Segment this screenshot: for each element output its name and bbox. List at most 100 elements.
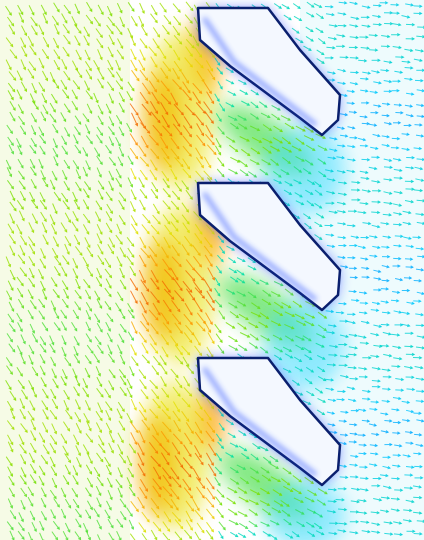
velocity-arrowhead (197, 342, 201, 346)
velocity-arrow (8, 144, 14, 154)
velocity-arrowhead (367, 221, 372, 226)
velocity-arrow (118, 199, 125, 210)
velocity-arrowhead (321, 532, 325, 536)
velocity-arrowhead (134, 68, 138, 72)
velocity-arrow (218, 521, 226, 531)
velocity-arrow (393, 104, 402, 106)
velocity-arrowhead (386, 265, 390, 269)
velocity-arrow (380, 430, 389, 433)
velocity-arrow (16, 200, 24, 210)
velocity-arrow (73, 434, 79, 445)
velocity-arrow (249, 333, 259, 341)
velocity-arrow (372, 245, 380, 249)
velocity-arrowhead (386, 113, 390, 118)
velocity-arrow (40, 377, 47, 387)
velocity-arrow (302, 400, 311, 405)
velocity-arrowhead (77, 419, 81, 423)
blade-3 (196, 356, 342, 487)
velocity-arrowhead (389, 419, 393, 423)
velocity-arrowhead (410, 409, 415, 414)
velocity-arrowhead (96, 359, 100, 364)
velocity-arrow (370, 355, 379, 358)
velocity-arrow (262, 124, 272, 131)
velocity-arrow (96, 38, 104, 48)
velocity-arrowhead (235, 279, 239, 283)
velocity-arrow (339, 476, 348, 478)
velocity-arrow (162, 125, 173, 137)
velocity-arrow (73, 346, 79, 356)
velocity-arrow (371, 180, 380, 183)
velocity-arrow (369, 91, 378, 94)
velocity-arrow (249, 467, 259, 474)
velocity-arrow (391, 408, 399, 411)
velocity-arrow (381, 368, 390, 371)
velocity-arrowhead (63, 327, 67, 332)
velocity-arrowhead (311, 4, 315, 8)
velocity-arrow (383, 166, 393, 168)
velocity-arrowhead (108, 507, 112, 511)
velocity-arrowhead (189, 441, 193, 446)
velocity-arrow (164, 269, 175, 280)
velocity-arrowhead (177, 418, 181, 422)
velocity-arrowhead (400, 111, 404, 115)
velocity-arrow (172, 3, 181, 13)
velocity-arrow (237, 487, 247, 494)
velocity-arrow (151, 423, 159, 436)
velocity-arrow (119, 511, 127, 520)
velocity-arrowhead (217, 293, 221, 297)
velocity-arrow (173, 15, 181, 26)
velocity-arrow (368, 49, 378, 51)
velocity-arrow (249, 489, 260, 495)
velocity-arrow (119, 279, 127, 290)
velocity-arrow (361, 419, 370, 422)
velocity-arrow (141, 533, 148, 540)
velocity-arrowhead (279, 312, 284, 316)
velocity-arrow (64, 453, 71, 463)
velocity-arrow (162, 421, 172, 432)
velocity-arrowhead (321, 344, 325, 348)
velocity-arrowhead (275, 162, 280, 166)
velocity-arrowhead (353, 353, 358, 357)
velocity-arrow (416, 104, 424, 107)
velocity-arrow (314, 234, 322, 240)
velocity-arrow (6, 521, 14, 530)
velocity-arrow (371, 522, 380, 526)
velocity-arrowhead (308, 47, 312, 51)
velocity-arrowhead (389, 442, 393, 447)
velocity-arrowhead (219, 339, 223, 344)
velocity-arrowhead (34, 220, 38, 225)
velocity-arrowhead (107, 417, 111, 422)
velocity-arrow (314, 189, 323, 196)
velocity-arrowhead (176, 196, 181, 201)
velocity-arrow (29, 158, 36, 169)
velocity-arrowhead (99, 231, 103, 236)
velocity-arrowhead (63, 341, 67, 346)
velocity-arrowhead (255, 501, 260, 505)
velocity-arrowhead (33, 449, 37, 454)
velocity-arrow (405, 466, 414, 468)
velocity-arrowhead (355, 56, 360, 60)
velocity-arrow (291, 531, 300, 538)
velocity-arrow (259, 279, 269, 285)
velocity-arrow (360, 257, 368, 260)
velocity-arrow (238, 159, 248, 167)
velocity-arrowhead (76, 342, 80, 347)
velocity-arrow (85, 509, 91, 519)
velocity-arrow (31, 366, 39, 376)
velocity-arrow (53, 49, 61, 60)
velocity-arrowhead (365, 170, 369, 175)
velocity-arrowhead (57, 272, 61, 277)
velocity-arrow (19, 245, 25, 256)
velocity-arrow (16, 276, 24, 286)
velocity-arrowhead (356, 298, 360, 303)
velocity-arrow (27, 486, 34, 496)
velocity-arrowhead (155, 432, 159, 437)
velocity-arrowhead (298, 304, 303, 308)
velocity-arrowhead (99, 207, 103, 211)
velocity-arrow (371, 433, 379, 436)
velocity-arrow (181, 410, 190, 422)
velocity-arrowhead (119, 474, 123, 479)
velocity-arrow (19, 444, 27, 454)
velocity-arrowhead (42, 199, 46, 203)
